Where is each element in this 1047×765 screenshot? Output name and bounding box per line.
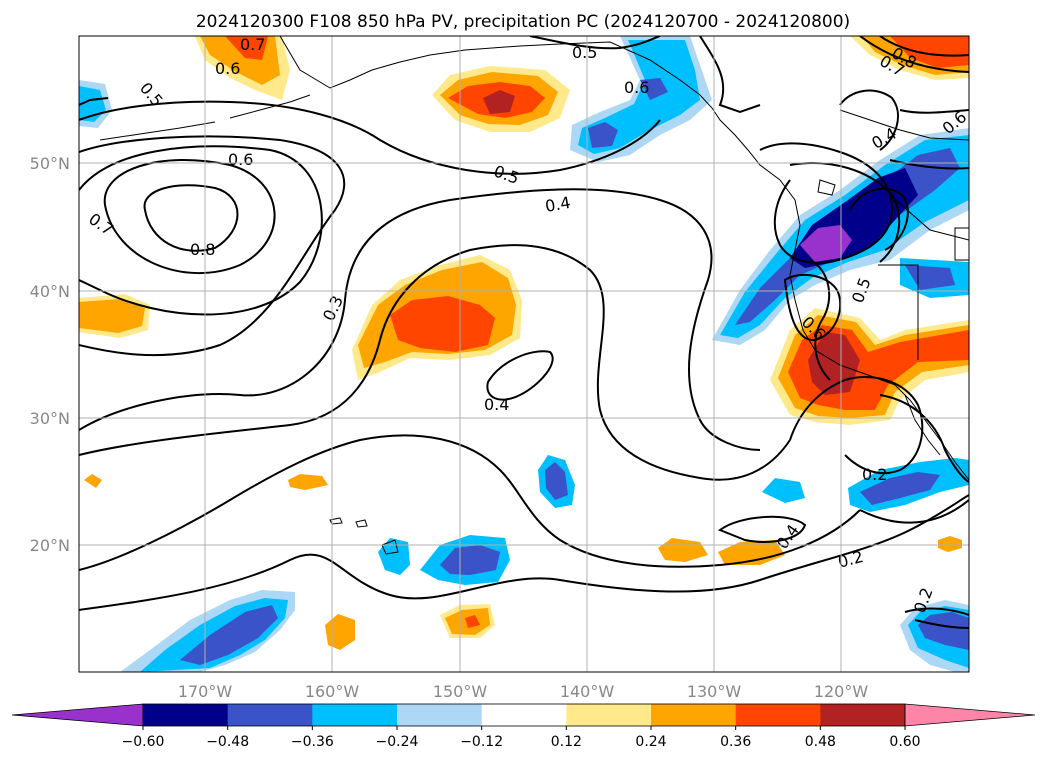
contour-label: 0.6 [215,59,240,78]
lon-label: 170°W [178,682,233,701]
lat-label: 40°N [30,282,70,301]
lon-label: 120°W [814,682,869,701]
colorbar-tick-label: 0.36 [720,734,751,750]
lon-label: 160°W [305,682,360,701]
contour-label: 0.2 [862,465,887,484]
colorbar-extend-max [904,703,1036,727]
lat-label: 50°N [30,154,70,173]
colorbar-extend-min [11,703,144,727]
lon-label: 150°W [433,682,488,701]
map-frame [78,35,970,673]
colorbar: −0.60 −0.48 −0.36 −0.24 −0.12 0.12 0.24 0.36 0.4… [11,703,1036,750]
colorbar-tick-label: −0.48 [206,734,249,750]
colorbar-segment [143,704,229,726]
gridlines [79,36,969,672]
colorbar-tick-label: −0.12 [460,734,503,750]
colorbar-segment [397,704,483,726]
contour-label: 0.4 [544,193,572,216]
pv-contours [79,36,969,629]
contour-label: 0.5 [572,43,597,62]
colorbar-segment [735,704,821,726]
colorbar-tick-label: 0.24 [635,734,666,750]
colorbar-tick-label: −0.36 [291,734,334,750]
colorbar-tick-label: 0.48 [805,734,836,750]
latitude-labels: 50°N 40°N 30°N 20°N [30,154,70,555]
colorbar-segment [820,704,906,726]
colorbar-frame [142,703,906,727]
lon-label: 140°W [560,682,615,701]
lon-label: 130°W [687,682,742,701]
map-title: 2024120300 F108 850 hPa PV, precipitatio… [196,12,850,32]
contour-label: 0.4 [484,395,509,414]
contour-label: 0.8 [190,240,215,259]
contour-label: 0.7 [240,35,265,54]
contour-label: 0.6 [624,78,649,97]
colorbar-tick-label: −0.60 [122,734,165,750]
colorbar-segment [651,704,737,726]
colorbar-segment [227,704,313,726]
colorbar-tick-label: 0.60 [889,734,920,750]
lat-label: 20°N [30,536,70,555]
longitude-labels: 170°W 160°W 150°W 140°W 130°W 120°W [178,682,869,701]
colorbar-segment [481,704,567,726]
lat-label: 30°N [30,409,70,428]
map-area: 0.7 0.6 0.5 0.6 0.7 0.8 0.3 0.5 0.4 0.5 … [79,35,969,672]
colorbar-segment [312,704,398,726]
contour-label: 0.6 [228,150,253,169]
colorbar-tick-label: 0.12 [551,734,582,750]
colorbar-segment [566,704,652,726]
colorbar-tick-label: −0.24 [376,734,419,750]
